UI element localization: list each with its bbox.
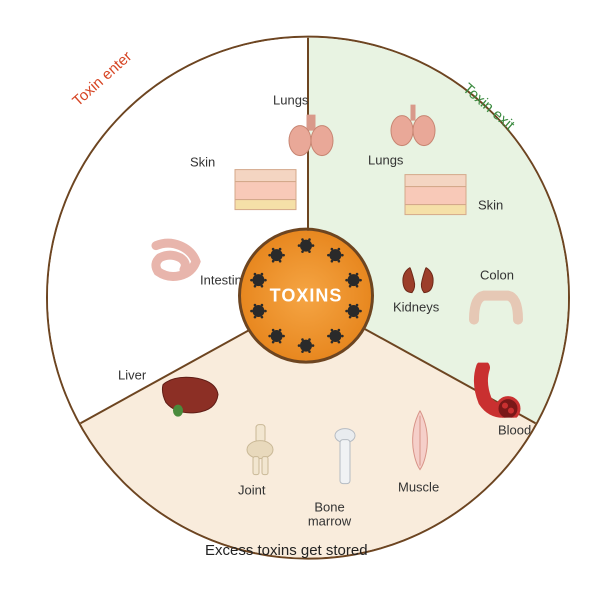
blood-icon <box>473 363 523 418</box>
liver-icon <box>158 373 223 418</box>
muscle-icon <box>403 408 438 473</box>
label-joint: Joint <box>238 483 265 498</box>
label-blood: Blood <box>498 423 531 438</box>
intestine-icon <box>148 238 203 288</box>
label-skin-exit: Skin <box>478 198 503 213</box>
label-skin-enter: Skin <box>190 155 215 170</box>
toxin-dots <box>241 231 371 361</box>
label-liver: Liver <box>118 368 146 383</box>
label-lungs-enter: Lungs <box>273 93 308 108</box>
bone-marrow-icon <box>331 428 359 488</box>
center-hub: TOXINS <box>238 228 374 364</box>
kidneys-icon <box>398 263 438 298</box>
title-stored: Excess toxins get stored <box>205 542 368 559</box>
skin-icon-2 <box>403 173 468 218</box>
label-kidneys: Kidneys <box>393 300 439 315</box>
skin-icon <box>233 168 298 213</box>
label-muscle: Muscle <box>398 480 439 495</box>
label-colon: Colon <box>480 268 514 283</box>
lungs-icon-2 <box>388 103 438 148</box>
lungs-icon <box>286 113 336 158</box>
label-lungs-exit: Lungs <box>368 153 403 168</box>
colon-icon <box>468 288 523 330</box>
label-bone-marrow: Bone marrow <box>302 501 357 530</box>
joint-icon <box>243 423 278 478</box>
